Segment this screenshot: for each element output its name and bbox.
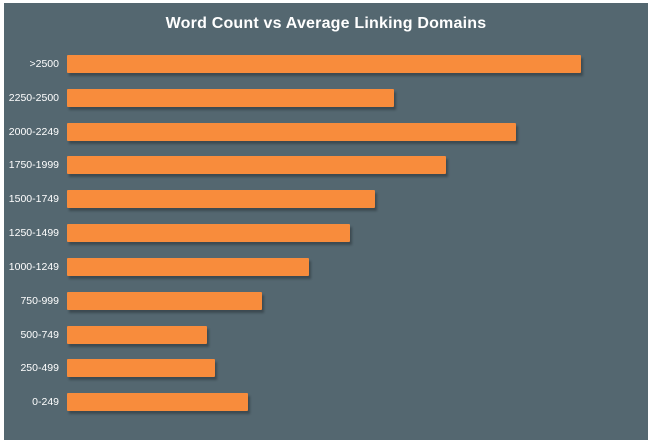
category-label: 2000-2249 [8, 125, 59, 138]
category-label: 0-249 [32, 396, 59, 409]
bar [67, 359, 216, 378]
bar-row: 1500-1749 [4, 190, 648, 224]
bar [67, 393, 248, 412]
bar [67, 88, 394, 107]
bar-row: 250-499 [4, 359, 648, 393]
bar-row: 1250-1499 [4, 224, 648, 258]
category-label: 1250-1499 [8, 227, 59, 240]
category-label: 1500-1749 [8, 193, 59, 206]
bar [67, 55, 581, 73]
bar [67, 325, 207, 344]
bar-row: 2000-2249 [4, 122, 648, 157]
category-label: 250-499 [20, 362, 59, 375]
bar [67, 156, 446, 175]
bar-rows: >2500 2250-2500 2000-2249 1750-1999 1500-174… [4, 55, 648, 427]
bar-row: 1750-1999 [4, 156, 648, 190]
bar-row: 2250-2500 [4, 88, 648, 123]
bar-row: 500-749 [4, 325, 648, 360]
bar-row: 750-999 [4, 291, 648, 326]
chart-title: Word Count vs Average Linking Domains [165, 15, 487, 32]
bar [67, 190, 375, 209]
bar [67, 291, 262, 310]
category-label: 1000-1249 [8, 260, 59, 273]
bar [67, 122, 517, 141]
category-label: 2250-2500 [8, 91, 59, 104]
category-label: 1750-1999 [8, 159, 59, 172]
bar [67, 257, 310, 276]
category-label: 750-999 [20, 294, 59, 307]
bar-row: 0-249 [4, 393, 648, 427]
bar-row: 1000-1249 [4, 257, 648, 292]
category-label: >2500 [29, 58, 60, 70]
bar [67, 224, 351, 243]
category-label: 500-749 [20, 328, 59, 341]
bar-row: >2500 [4, 55, 648, 89]
